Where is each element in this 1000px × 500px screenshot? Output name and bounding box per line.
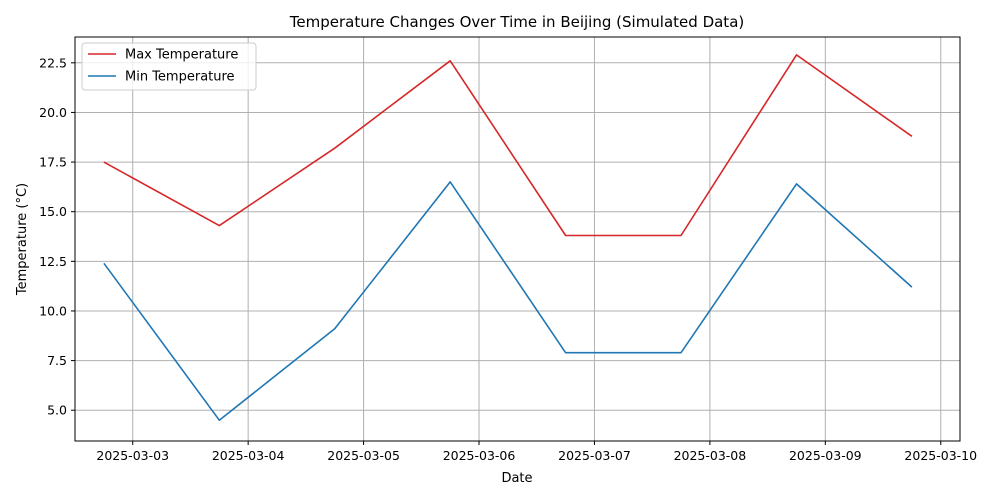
- grid: [75, 37, 960, 441]
- plot-lines: [103, 54, 913, 422]
- y-tick-label: 7.5: [47, 353, 67, 368]
- x-tick-label: 2025-03-05: [327, 448, 400, 463]
- plot-frame: [74, 36, 961, 442]
- y-tick-label: 10.0: [39, 303, 67, 318]
- y-axis-label: Temperature (°C): [15, 183, 30, 296]
- y-tick-label: 5.0: [47, 403, 67, 418]
- x-axis-label: Date: [501, 471, 532, 486]
- legend-box: [81, 42, 257, 91]
- y-tick-label: 15.0: [39, 204, 67, 219]
- x-tick-label: 2025-03-04: [212, 448, 285, 463]
- x-tick-label: 2025-03-09: [789, 448, 862, 463]
- y-tick-label: 22.5: [39, 55, 67, 70]
- legend-entry: Min Temperature: [125, 70, 235, 85]
- y-axis-ticks: 5.0 7.5 10.0 12.5 15.0 17.5 20.0 22.5: [39, 55, 75, 418]
- x-tick-label: 2025-03-03: [96, 448, 169, 463]
- legend: Max Temperature Min Temperature: [81, 42, 257, 91]
- x-tick-label: 2025-03-07: [558, 448, 631, 463]
- chart-title: Temperature Changes Over Time in Beijing…: [289, 13, 744, 31]
- x-tick-label: 2025-03-10: [904, 448, 977, 463]
- x-tick-label: 2025-03-06: [443, 448, 516, 463]
- x-axis-ticks: 2025-03-03 2025-03-04 2025-03-05 2025-03-06…: [96, 441, 977, 463]
- x-tick-label: 2025-03-08: [674, 448, 747, 463]
- y-tick-label: 12.5: [39, 254, 67, 269]
- legend-entry: Max Temperature: [125, 48, 238, 63]
- series-line-min-temperature: [103, 181, 913, 422]
- y-tick-label: 17.5: [39, 155, 67, 170]
- series-line-max-temperature: [103, 54, 913, 237]
- y-tick-label: 20.0: [39, 105, 67, 120]
